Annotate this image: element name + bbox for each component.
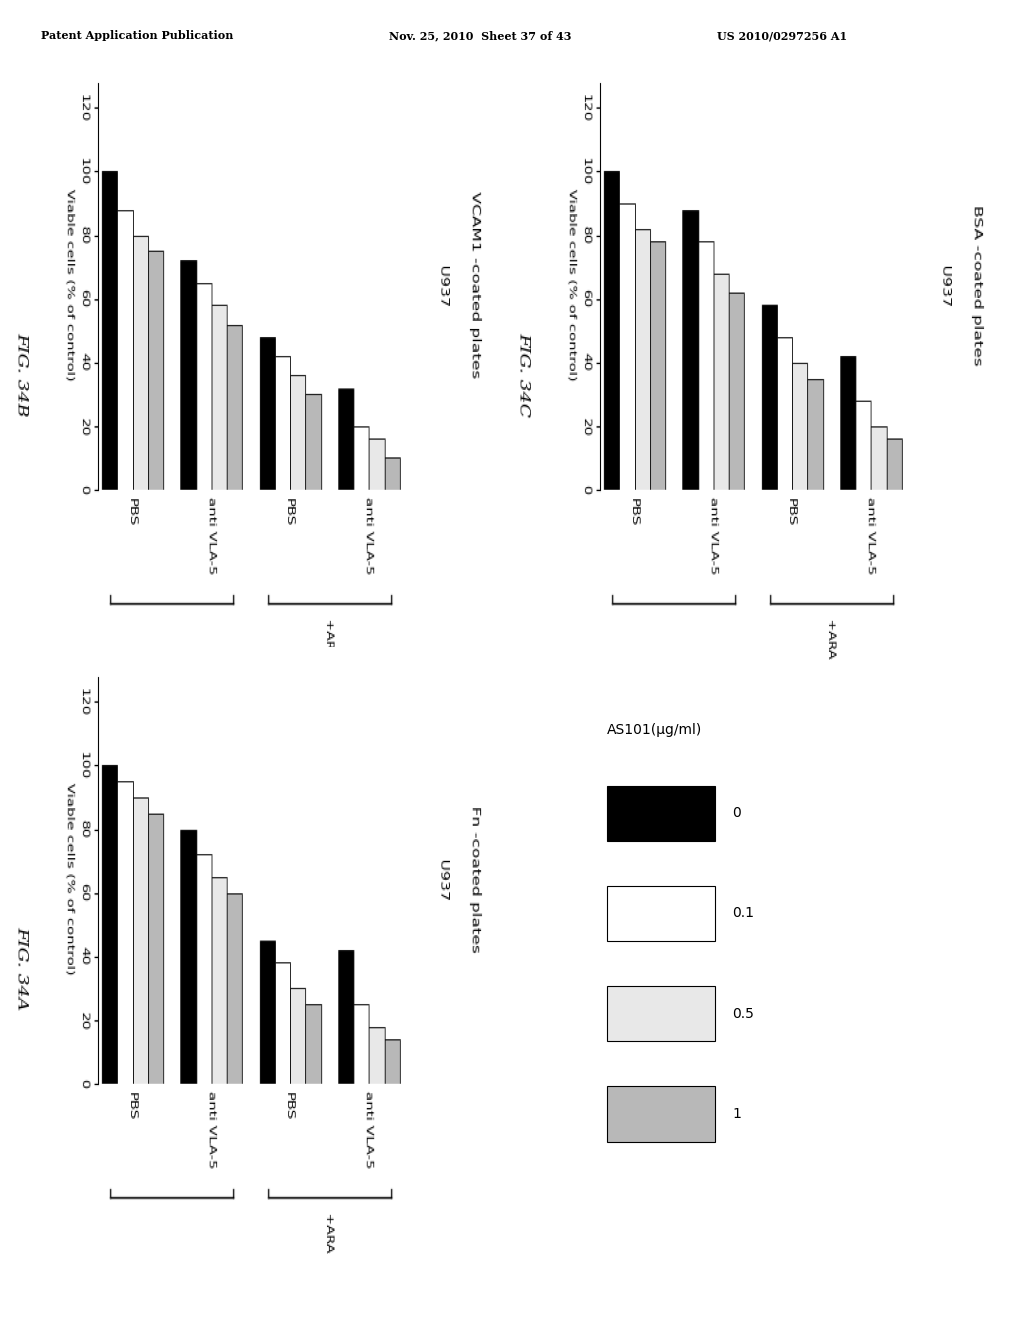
Text: AS101(μg/ml): AS101(μg/ml)	[607, 723, 702, 737]
Bar	[607, 886, 715, 941]
Text: Patent Application Publication: Patent Application Publication	[41, 30, 233, 41]
Bar	[607, 785, 715, 841]
Text: 0.1: 0.1	[732, 907, 754, 920]
Text: 0: 0	[732, 807, 740, 820]
Text: 1: 1	[732, 1107, 740, 1121]
Text: 0.5: 0.5	[732, 1007, 754, 1020]
Bar	[607, 986, 715, 1041]
Text: US 2010/0297256 A1: US 2010/0297256 A1	[717, 30, 847, 41]
Bar	[607, 1086, 715, 1142]
Text: Nov. 25, 2010  Sheet 37 of 43: Nov. 25, 2010 Sheet 37 of 43	[389, 30, 571, 41]
